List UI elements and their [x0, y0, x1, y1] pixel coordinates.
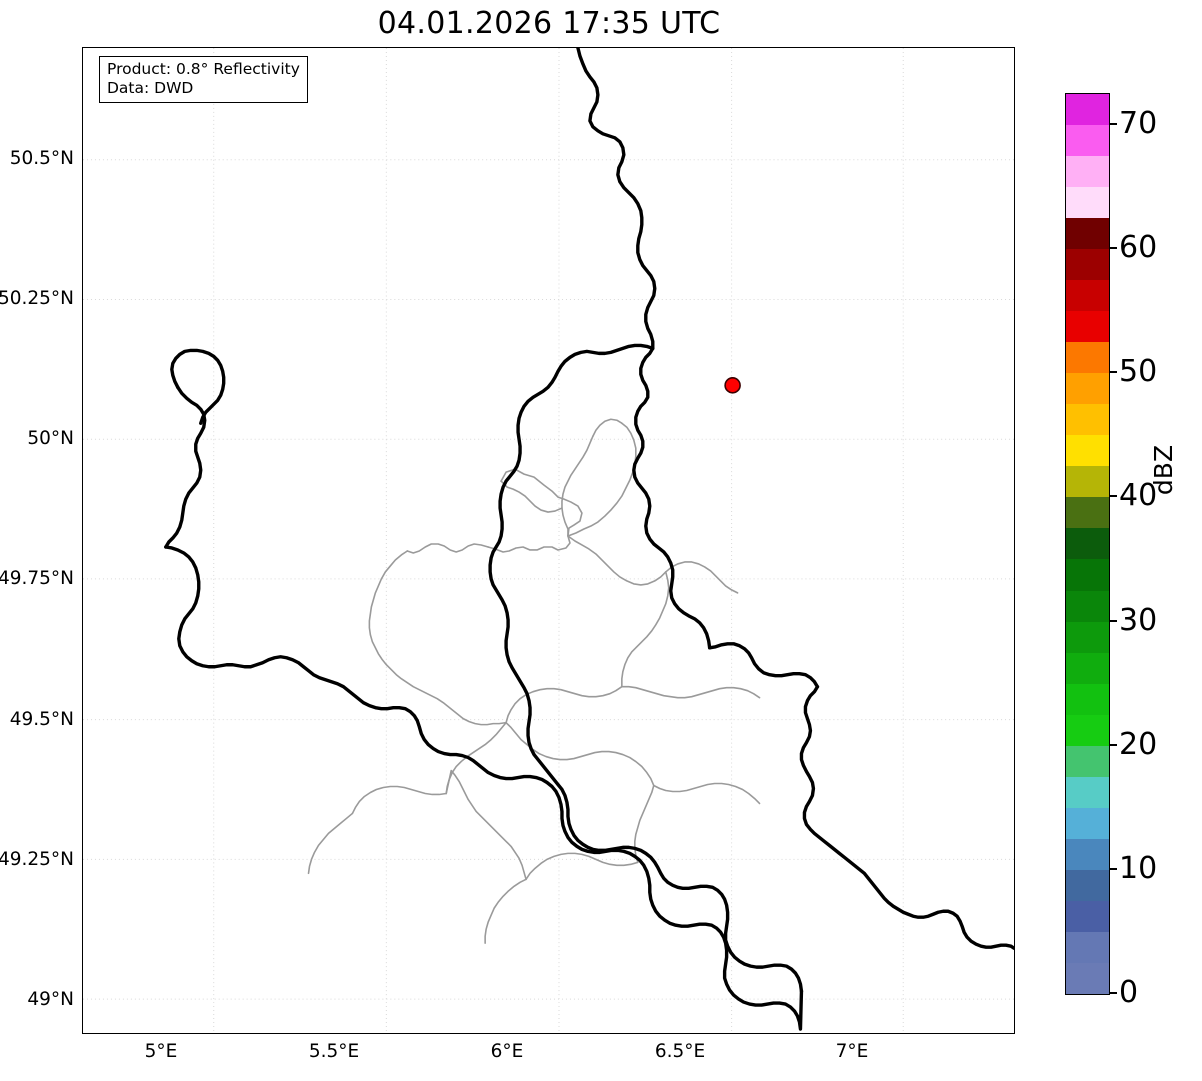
y-tick-label: 49.75°N: [0, 568, 74, 589]
colorbar-tick-label: 60: [1119, 230, 1158, 266]
y-tick-label: 49.5°N: [9, 709, 74, 730]
colorbar-tick-mark: [1110, 992, 1117, 994]
colorbar-tick-label: 0: [1119, 975, 1139, 1010]
colorbar-tick-mark: [1110, 743, 1117, 746]
x-tick-label: 7°E: [835, 1041, 869, 1062]
colorbar-band: [1066, 187, 1109, 219]
colorbar-band: [1066, 342, 1109, 374]
country-borders: [164, 48, 1014, 1031]
colorbar-band: [1066, 404, 1109, 436]
info-product-line: Product: 0.8° Reflectivity: [107, 60, 300, 78]
colorbar-band: [1066, 776, 1109, 808]
colorbar-band: [1066, 838, 1109, 870]
colorbar-band: [1066, 590, 1109, 622]
radar-site-marker[interactable]: [724, 377, 741, 394]
colorbar-band: [1066, 497, 1109, 529]
colorbar-band: [1066, 466, 1109, 498]
map-axes[interactable]: Product: 0.8° Reflectivity Data: DWD: [82, 47, 1015, 1034]
page-title: 04.01.2026 17:35 UTC: [377, 6, 721, 41]
colorbar-band: [1066, 869, 1109, 901]
y-tick-label: 50.5°N: [9, 148, 74, 169]
colorbar-tick-mark: [1110, 495, 1117, 498]
colorbar-band: [1066, 559, 1109, 591]
internal-boundaries: [307, 418, 761, 944]
colorbar-axis-label: dBZ: [1149, 444, 1178, 496]
y-tick-label: 49°N: [27, 989, 74, 1010]
colorbar-band: [1066, 931, 1109, 963]
map-canvas: [83, 48, 1014, 1033]
x-tick-label: 6°E: [490, 1041, 524, 1062]
colorbar-band: [1066, 311, 1109, 343]
colorbar-band: [1066, 280, 1109, 312]
y-axis-tick-labels: 50.5°N 50.25°N 50°N 49.75°N 49.5°N 49.25…: [0, 47, 74, 1034]
x-tick-label: 6.5°E: [654, 1041, 706, 1062]
y-tick-label: 50.25°N: [0, 288, 74, 309]
colorbar-tick-label: 10: [1119, 850, 1158, 886]
x-tick-label: 5.5°E: [308, 1041, 360, 1062]
colorbar-band: [1066, 807, 1109, 839]
colorbar-band: [1066, 373, 1109, 405]
colorbar-band: [1066, 156, 1109, 188]
colorbar-band: [1066, 621, 1109, 653]
colorbar-band: [1066, 900, 1109, 932]
colorbar-tick-label: 70: [1119, 106, 1158, 142]
grid-lines: [83, 48, 1014, 1033]
colorbar-band: [1066, 94, 1109, 126]
colorbar-tick-mark: [1110, 867, 1117, 870]
colorbar-tick-label: 40: [1119, 478, 1158, 514]
colorbar-band: [1066, 249, 1109, 281]
colorbar-tick-label: 50: [1119, 354, 1158, 390]
colorbar-band: [1066, 528, 1109, 560]
colorbar-band: [1066, 125, 1109, 157]
colorbar-band: [1066, 218, 1109, 250]
info-box: Product: 0.8° Reflectivity Data: DWD: [99, 56, 308, 103]
colorbar-band: [1066, 714, 1109, 746]
colorbar-tick-label: 20: [1119, 726, 1158, 762]
x-tick-label: 5°E: [144, 1041, 178, 1062]
y-tick-label: 50°N: [27, 428, 74, 449]
y-tick-label: 49.25°N: [0, 849, 74, 870]
colorbar-tick-mark: [1110, 371, 1117, 374]
colorbar-band: [1066, 683, 1109, 715]
colorbar-band: [1066, 962, 1109, 994]
colorbar[interactable]: [1065, 93, 1110, 995]
colorbar-tick-label: 30: [1119, 602, 1158, 638]
colorbar-band: [1066, 652, 1109, 684]
colorbar-tick-mark: [1110, 123, 1117, 126]
x-axis-tick-labels: 5°E 5.5°E 6°E 6.5°E 7°E: [82, 1034, 1015, 1074]
colorbar-tick-mark: [1110, 619, 1117, 622]
colorbar-tick-labels: 0 10 20 30 40 50 60 70: [1110, 93, 1200, 1009]
colorbar-tick-mark: [1110, 247, 1117, 250]
colorbar-band: [1066, 745, 1109, 777]
colorbar-band: [1066, 435, 1109, 467]
info-data-line: Data: DWD: [107, 79, 194, 97]
